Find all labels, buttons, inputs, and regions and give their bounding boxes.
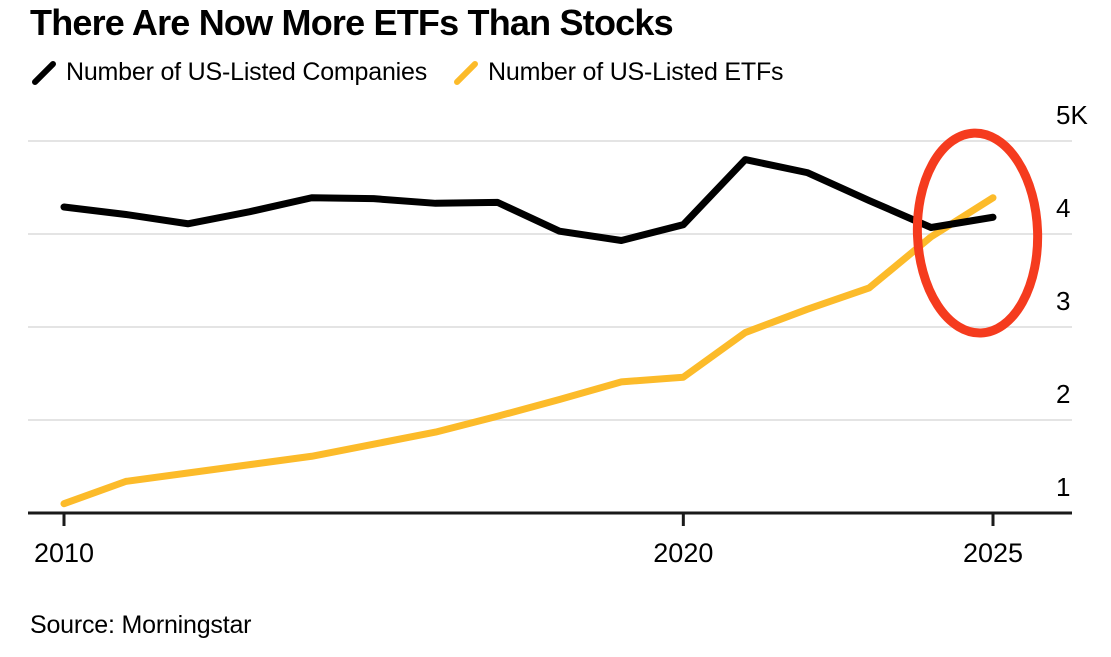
y-tick-label: 3 [1056, 286, 1070, 316]
x-tick-label: 2025 [963, 538, 1023, 568]
source-note: Source: Morningstar [30, 611, 252, 639]
etfs-slash-icon [454, 60, 479, 85]
legend: Number of US-Listed Companies Number of … [31, 58, 784, 87]
legend-item-etfs: Number of US-Listed ETFs [453, 58, 784, 87]
legend-label-etfs: Number of US-Listed ETFs [488, 58, 784, 86]
page-title: There Are Now More ETFs Than Stocks [30, 2, 674, 43]
y-tick-label: 2 [1056, 379, 1070, 409]
legend-item-companies: Number of US-Listed Companies [31, 58, 427, 87]
crossover-circle-annotation [912, 128, 1043, 338]
y-tick-label: 1 [1056, 472, 1070, 502]
legend-label-companies: Number of US-Listed Companies [66, 58, 428, 86]
x-tick-label: 2020 [653, 538, 713, 568]
y-tick-label: 4 [1056, 193, 1070, 223]
y-tick-label: 5K [1056, 100, 1088, 130]
series-line-companies [60, 156, 997, 245]
x-tick-label: 2010 [34, 538, 94, 568]
series-line-etfs [60, 194, 997, 508]
companies-slash-icon [32, 60, 56, 85]
